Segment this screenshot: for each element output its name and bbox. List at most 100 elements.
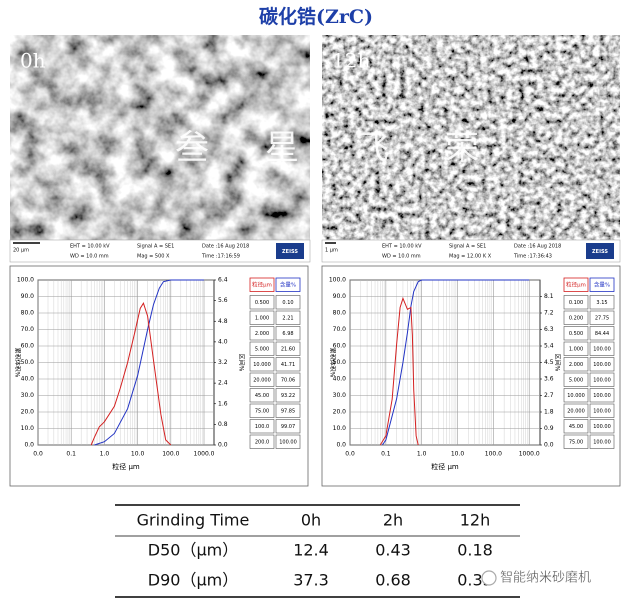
table-cell-text: 3.15 [596, 300, 607, 306]
x-tick-label: 0.1 [381, 451, 391, 458]
sem-watermark: 荣 [445, 128, 479, 168]
table-cell [275, 341, 301, 356]
sem-wd: WD = 10.0 mm [70, 254, 109, 260]
sem-scale: 1 μm [325, 248, 338, 254]
y2-tick-label: 6.4 [218, 277, 228, 284]
table-cell-text: 27.75 [595, 315, 609, 321]
sem-eht: EHT = 10.00 kV [70, 244, 110, 250]
y-tick-label: 40.0 [21, 376, 35, 383]
table-cell-text: 0.100 [569, 300, 583, 306]
table-cell [563, 372, 589, 387]
table-cell-text: 6.98 [282, 331, 293, 337]
table-cell [563, 434, 589, 449]
y2-tick-label: 0.8 [218, 421, 228, 428]
table-header: 粒径μm [252, 280, 272, 288]
sem-eht: EHT = 10.00 kV [382, 244, 422, 250]
table-cell-text: 10.000 [567, 393, 585, 399]
sem-brand: ZEISS [592, 249, 608, 255]
y2-tick-label: 4.8 [218, 318, 228, 325]
table-cell [275, 372, 301, 387]
y-tick-label: 60.0 [21, 343, 35, 350]
table-cell-text: 0.200 [569, 315, 583, 321]
data-line [94, 279, 205, 446]
table-cell [563, 295, 589, 310]
x-tick-label: 1000.0 [519, 451, 540, 458]
y-axis-label: 累积体积% [14, 348, 22, 378]
table-cell-text: 2.000 [569, 362, 583, 368]
table-header-cell [589, 277, 615, 292]
summary-cell: 37.3 [293, 571, 329, 590]
table-cell-text: 41.71 [281, 362, 295, 368]
table-cell-text: 0.500 [255, 300, 269, 306]
sem-logo [586, 243, 614, 259]
sem-mag: Mag = 500 X [137, 254, 170, 260]
y-tick-label: 30.0 [21, 392, 35, 399]
table-header: 含量% [280, 280, 296, 288]
table-cell [589, 326, 615, 341]
table-cell-text: 2.21 [282, 315, 293, 321]
y2-tick-label: 2.7 [544, 392, 554, 399]
sem-label: 0h [20, 49, 46, 73]
table-cell-text: 45.00 [255, 393, 269, 399]
table-cell [563, 403, 589, 418]
table-cell-text: 20.000 [567, 408, 585, 414]
y2-tick-label: 0.9 [544, 425, 554, 432]
data-line [381, 279, 530, 446]
sem-date: Date :16 Aug 2018 [514, 244, 561, 250]
table-cell [249, 434, 275, 449]
summary-cell: 0.68 [375, 571, 411, 590]
y-tick-label: 80.0 [333, 310, 347, 317]
title: 碳化锆(ZrC) [259, 5, 373, 28]
y2-tick-label: 1.6 [218, 400, 228, 407]
table-cell [275, 326, 301, 341]
table-cell-text: 10.000 [253, 362, 271, 368]
table-header-cell [275, 277, 301, 292]
x-tick-label: 100.0 [162, 451, 179, 458]
sem-time: Time :17:36:43 [513, 254, 552, 260]
table-cell [249, 388, 275, 403]
y2-tick-label: 4.5 [544, 359, 554, 366]
table-cell [249, 357, 275, 372]
y2-tick-label: 0.0 [544, 442, 554, 449]
table-cell [275, 419, 301, 434]
table-cell [589, 403, 615, 418]
sem-scale: 20 μm [13, 248, 29, 254]
table-cell-text: 100.00 [593, 408, 611, 414]
table-cell-text: 21.60 [281, 346, 295, 352]
table-cell [589, 372, 615, 387]
y2-axis-label: 区间% [554, 354, 562, 372]
table-cell-text: 100.00 [593, 377, 611, 383]
table-cell [589, 419, 615, 434]
y2-tick-label: 4.0 [218, 338, 228, 345]
x-axis-label: 粒径 μm [431, 462, 459, 471]
table-cell-text: 100.00 [593, 439, 611, 445]
y-tick-label: 20.0 [21, 409, 35, 416]
table-cell [275, 434, 301, 449]
sem-signal: Signal A = SE1 [137, 244, 174, 250]
sem-brand: ZEISS [282, 249, 298, 255]
table-cell-text: 100.00 [593, 346, 611, 352]
table-cell-text: 5.000 [569, 377, 583, 383]
table-cell-text: 100.00 [593, 362, 611, 368]
summary-header: 12h [460, 511, 491, 530]
table-cell-text: 200.0 [255, 439, 269, 445]
table-cell [249, 310, 275, 325]
table-cell [589, 357, 615, 372]
table-cell-text: 20.000 [253, 377, 271, 383]
x-tick-label: 1.0 [100, 451, 110, 458]
table-cell [275, 310, 301, 325]
table-cell-text: 100.00 [593, 393, 611, 399]
sem-image [10, 35, 310, 240]
table-cell-text: 75.00 [255, 408, 269, 414]
table-cell [275, 295, 301, 310]
table-cell-text: 97.85 [281, 408, 295, 414]
y2-tick-label: 0.0 [218, 442, 228, 449]
y-tick-label: 30.0 [333, 392, 347, 399]
y-tick-label: 70.0 [21, 326, 35, 333]
table-cell-text: 99.07 [281, 424, 295, 430]
table-cell-text: 84.44 [595, 331, 609, 337]
table-header-cell [249, 277, 275, 292]
table-cell-text: 45.00 [569, 424, 583, 430]
sem-label: 12h [332, 49, 370, 73]
